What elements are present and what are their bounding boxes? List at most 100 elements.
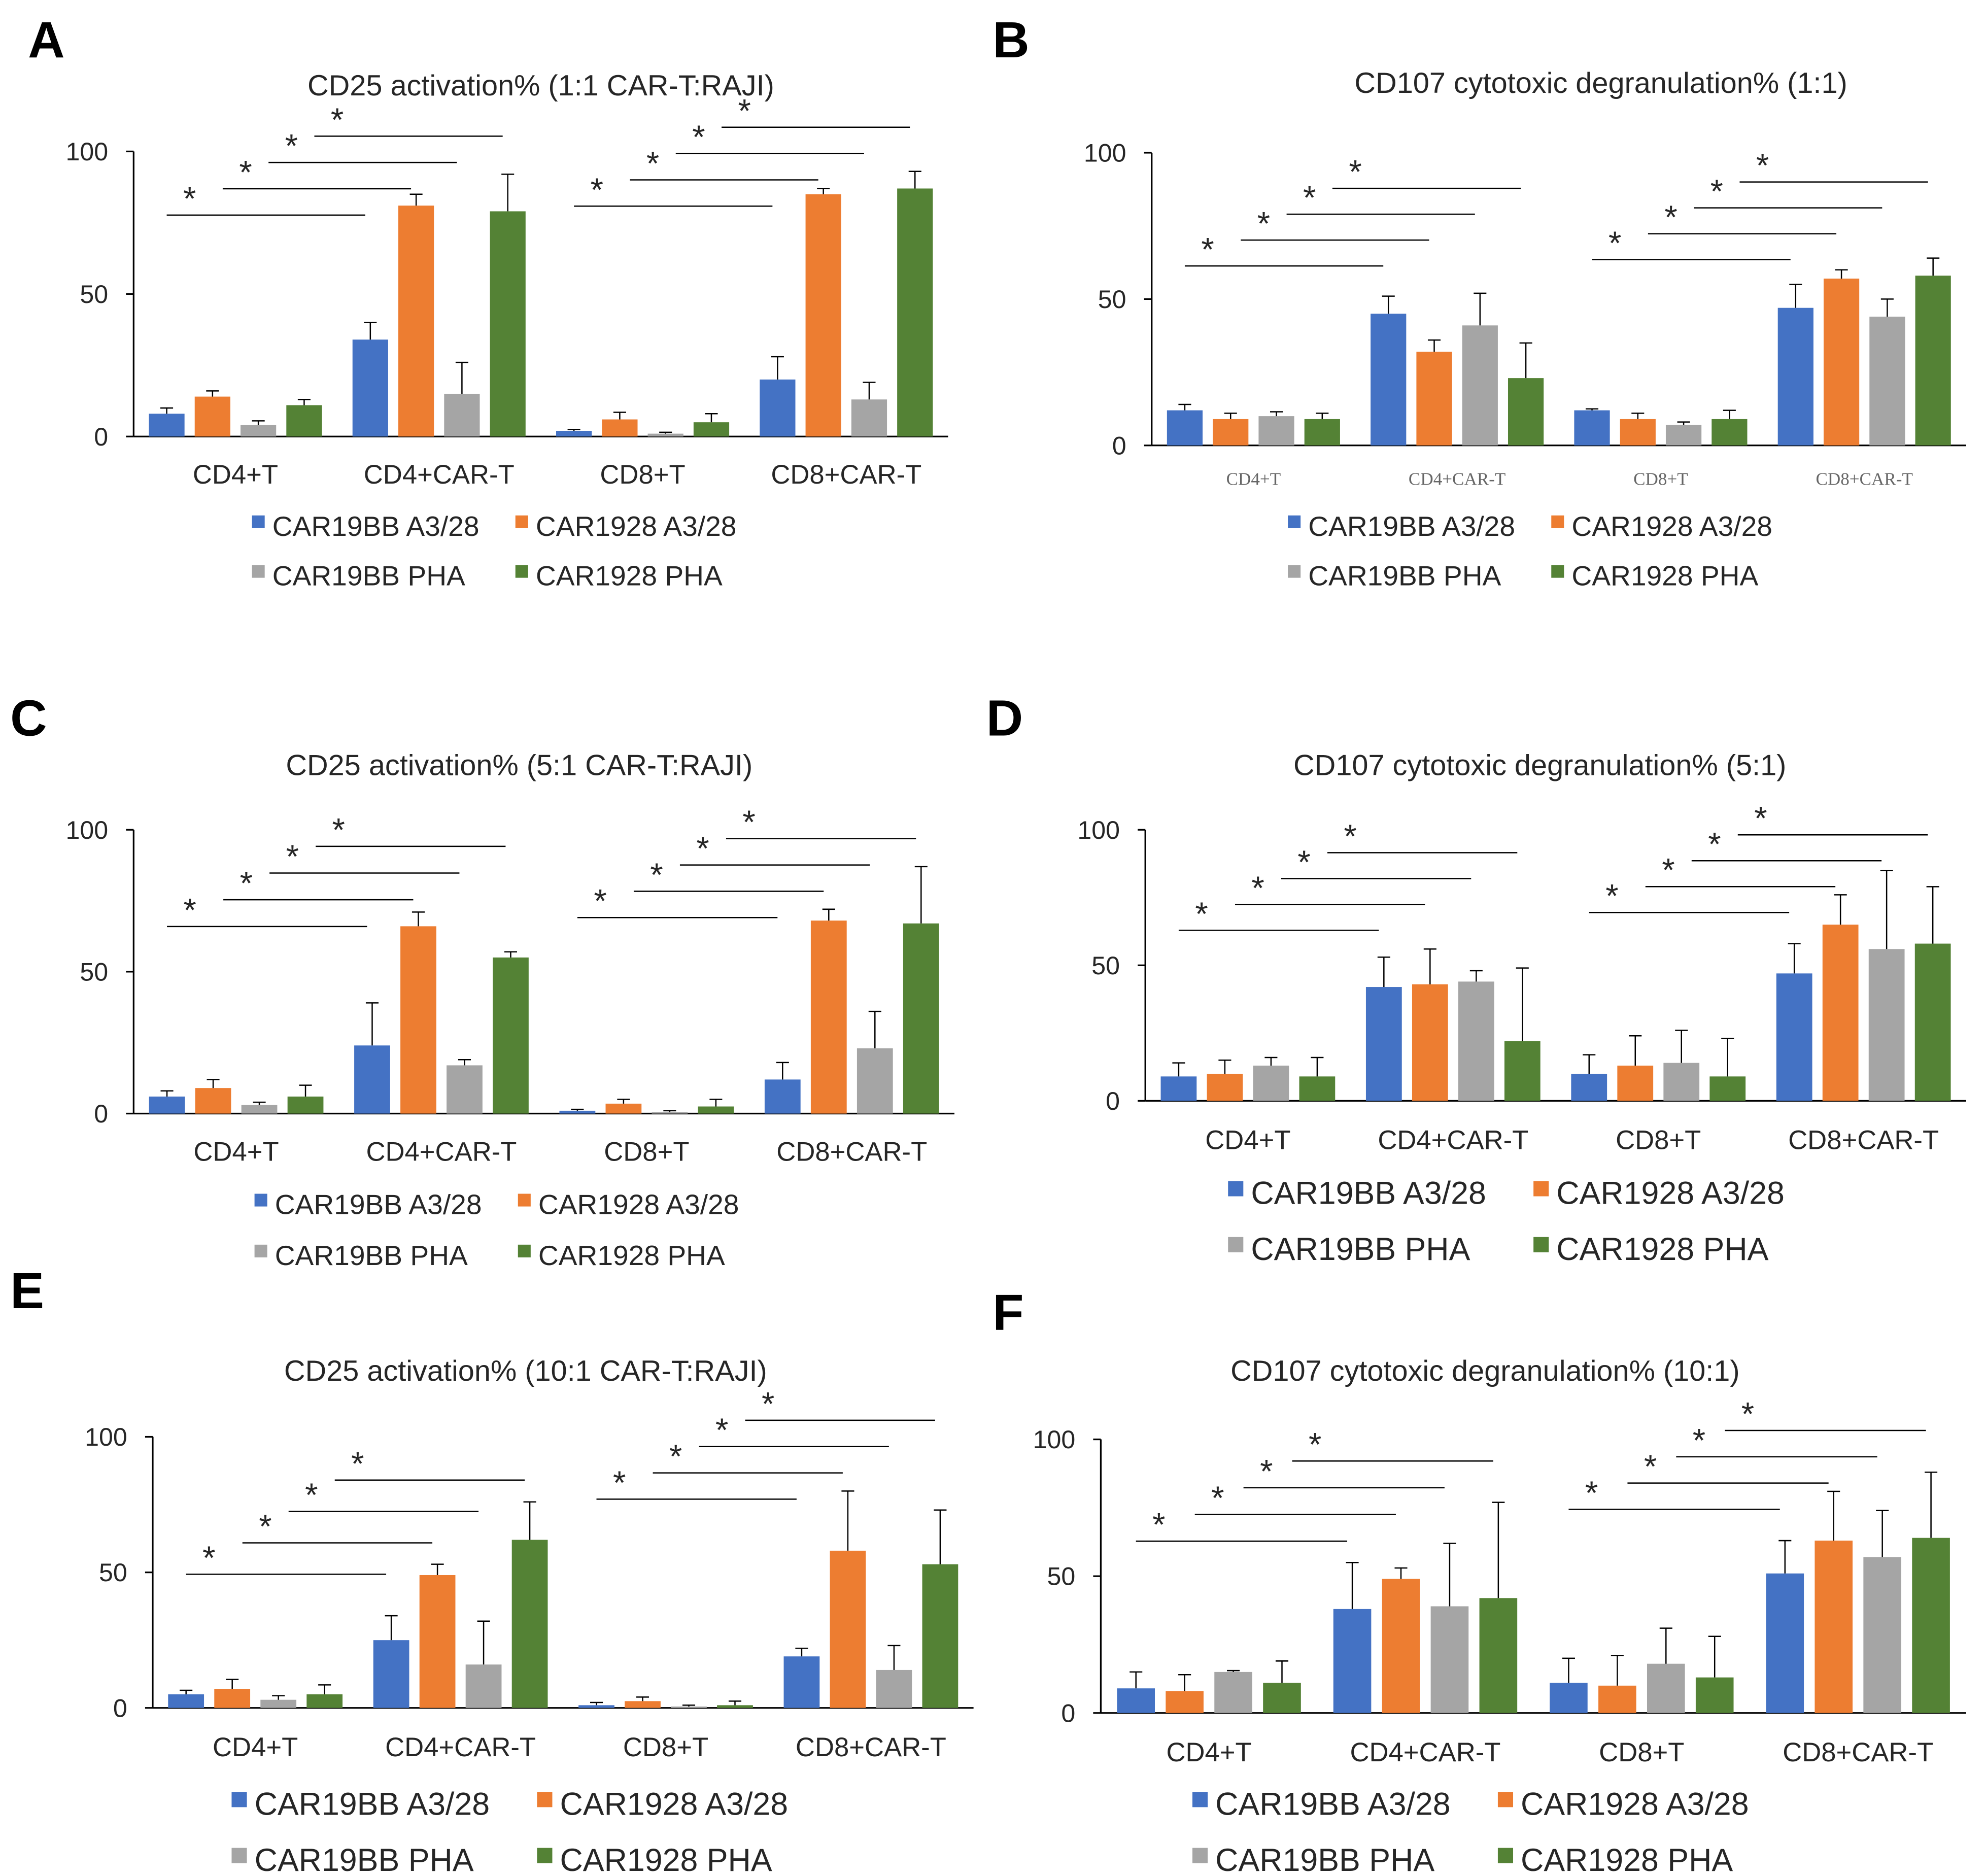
legend-swatch	[537, 1792, 553, 1807]
y-tick-label: 0	[94, 423, 108, 451]
bar	[490, 211, 526, 437]
bar	[1412, 984, 1448, 1101]
x-category-label: CD8+CAR-T	[796, 1732, 946, 1762]
legend-label: CAR19BB PHA	[1251, 1232, 1470, 1267]
legend-label: CAR19BB A3/28	[272, 510, 480, 542]
bar	[605, 1103, 642, 1114]
panel-letter: B	[992, 12, 1029, 69]
y-tick-label: 0	[94, 1100, 108, 1128]
significance-star: *	[351, 1445, 364, 1482]
significance-star: *	[240, 865, 253, 902]
bar	[578, 1705, 614, 1708]
legend-swatch	[1288, 515, 1301, 528]
y-tick-label: 50	[80, 958, 108, 986]
chart-title: CD107 cytotoxic degranulation% (5:1)	[1293, 749, 1786, 781]
bar	[1815, 1541, 1853, 1713]
significance-star: *	[202, 1539, 215, 1576]
significance-star: *	[591, 171, 603, 208]
bar	[652, 1112, 688, 1114]
significance-star: *	[646, 145, 659, 182]
bar	[760, 379, 796, 437]
legend-swatch	[1288, 565, 1301, 578]
bar	[1382, 1579, 1420, 1713]
significance-star: *	[331, 101, 344, 138]
bar	[1776, 973, 1812, 1101]
legend-swatch	[231, 1792, 247, 1807]
x-category-label: CD4+CAR-T	[364, 460, 515, 490]
bar	[602, 419, 638, 437]
bar	[1914, 943, 1951, 1101]
bar	[698, 1106, 734, 1114]
panel-A: A CD25 activation% (1:1 CAR-T:RAJI) 0 50 100…	[28, 12, 948, 592]
bar	[1167, 410, 1203, 446]
bar	[1263, 1683, 1301, 1713]
bar	[1479, 1598, 1518, 1713]
legend-label: CAR1928 A3/28	[1521, 1786, 1749, 1822]
bar	[1430, 1606, 1469, 1713]
legend-label: CAR19BB A3/28	[275, 1189, 482, 1220]
legend-label: CAR19BB PHA	[1215, 1843, 1434, 1876]
legend-swatch	[515, 515, 528, 528]
legend-swatch	[1228, 1181, 1244, 1197]
bar	[1869, 316, 1905, 446]
significance-star: *	[742, 804, 755, 841]
bar	[444, 393, 480, 437]
bar	[352, 339, 388, 437]
legend-swatch	[1533, 1237, 1549, 1252]
bar	[556, 431, 592, 437]
bar	[1416, 352, 1452, 446]
x-category-label: CD4+CAR-T	[1378, 1125, 1528, 1155]
legend-swatch	[1551, 515, 1564, 528]
bar	[647, 433, 683, 437]
chart-title: CD107 cytotoxic degranulation% (1:1)	[1354, 67, 1847, 99]
bar	[1766, 1573, 1804, 1713]
x-category-label: CD4+CAR-T	[366, 1137, 517, 1167]
y-tick-label: 0	[1112, 431, 1126, 460]
y-tick-label: 100	[85, 1423, 127, 1451]
bar	[1299, 1076, 1336, 1101]
significance-star: *	[738, 92, 750, 129]
bar	[693, 422, 730, 437]
panel-letter: F	[992, 1284, 1023, 1341]
x-category-label: CD8+CAR-T	[771, 460, 921, 490]
y-tick-label: 0	[1061, 1699, 1075, 1727]
legend-label: CAR19BB PHA	[1308, 560, 1501, 592]
significance-star: *	[692, 119, 705, 156]
significance-star: *	[1211, 1479, 1224, 1516]
y-tick-label: 100	[1033, 1425, 1076, 1454]
y-tick-label: 50	[80, 280, 108, 309]
significance-star: *	[239, 154, 252, 191]
significance-star: *	[1257, 205, 1270, 242]
bar	[1213, 419, 1249, 446]
significance-star: *	[183, 180, 196, 217]
significance-star: *	[696, 830, 709, 867]
bar	[897, 188, 933, 437]
significance-star: *	[1608, 225, 1621, 262]
y-tick-label: 50	[1091, 951, 1120, 980]
bar	[1620, 419, 1656, 446]
legend-label: CAR19BB A3/28	[1308, 510, 1515, 542]
legend-label: CAR1928 PHA	[536, 560, 723, 592]
bar	[1504, 1041, 1541, 1101]
legend-swatch	[1228, 1237, 1244, 1252]
bar	[764, 1079, 801, 1114]
bar	[195, 1088, 231, 1114]
x-category-label: CD8+T	[600, 460, 685, 490]
bar	[1574, 410, 1610, 446]
bar	[1663, 1063, 1700, 1101]
panel-letter: C	[10, 690, 47, 747]
x-category-label: CD8+T	[1616, 1125, 1701, 1155]
bar	[851, 399, 887, 437]
x-category-label: CD8+T	[623, 1732, 708, 1762]
bar	[1823, 279, 1860, 446]
legend-label: CAR1928 A3/28	[538, 1189, 739, 1220]
x-category-label: CD4+T	[193, 460, 278, 490]
bar	[671, 1707, 707, 1708]
bar	[1214, 1672, 1252, 1713]
legend-label: CAR1928 PHA	[560, 1843, 772, 1876]
legend-label: CAR1928 PHA	[1571, 560, 1758, 592]
bar	[1371, 314, 1407, 446]
bar	[1508, 378, 1544, 446]
significance-star: *	[594, 882, 606, 919]
significance-star: *	[285, 127, 298, 164]
